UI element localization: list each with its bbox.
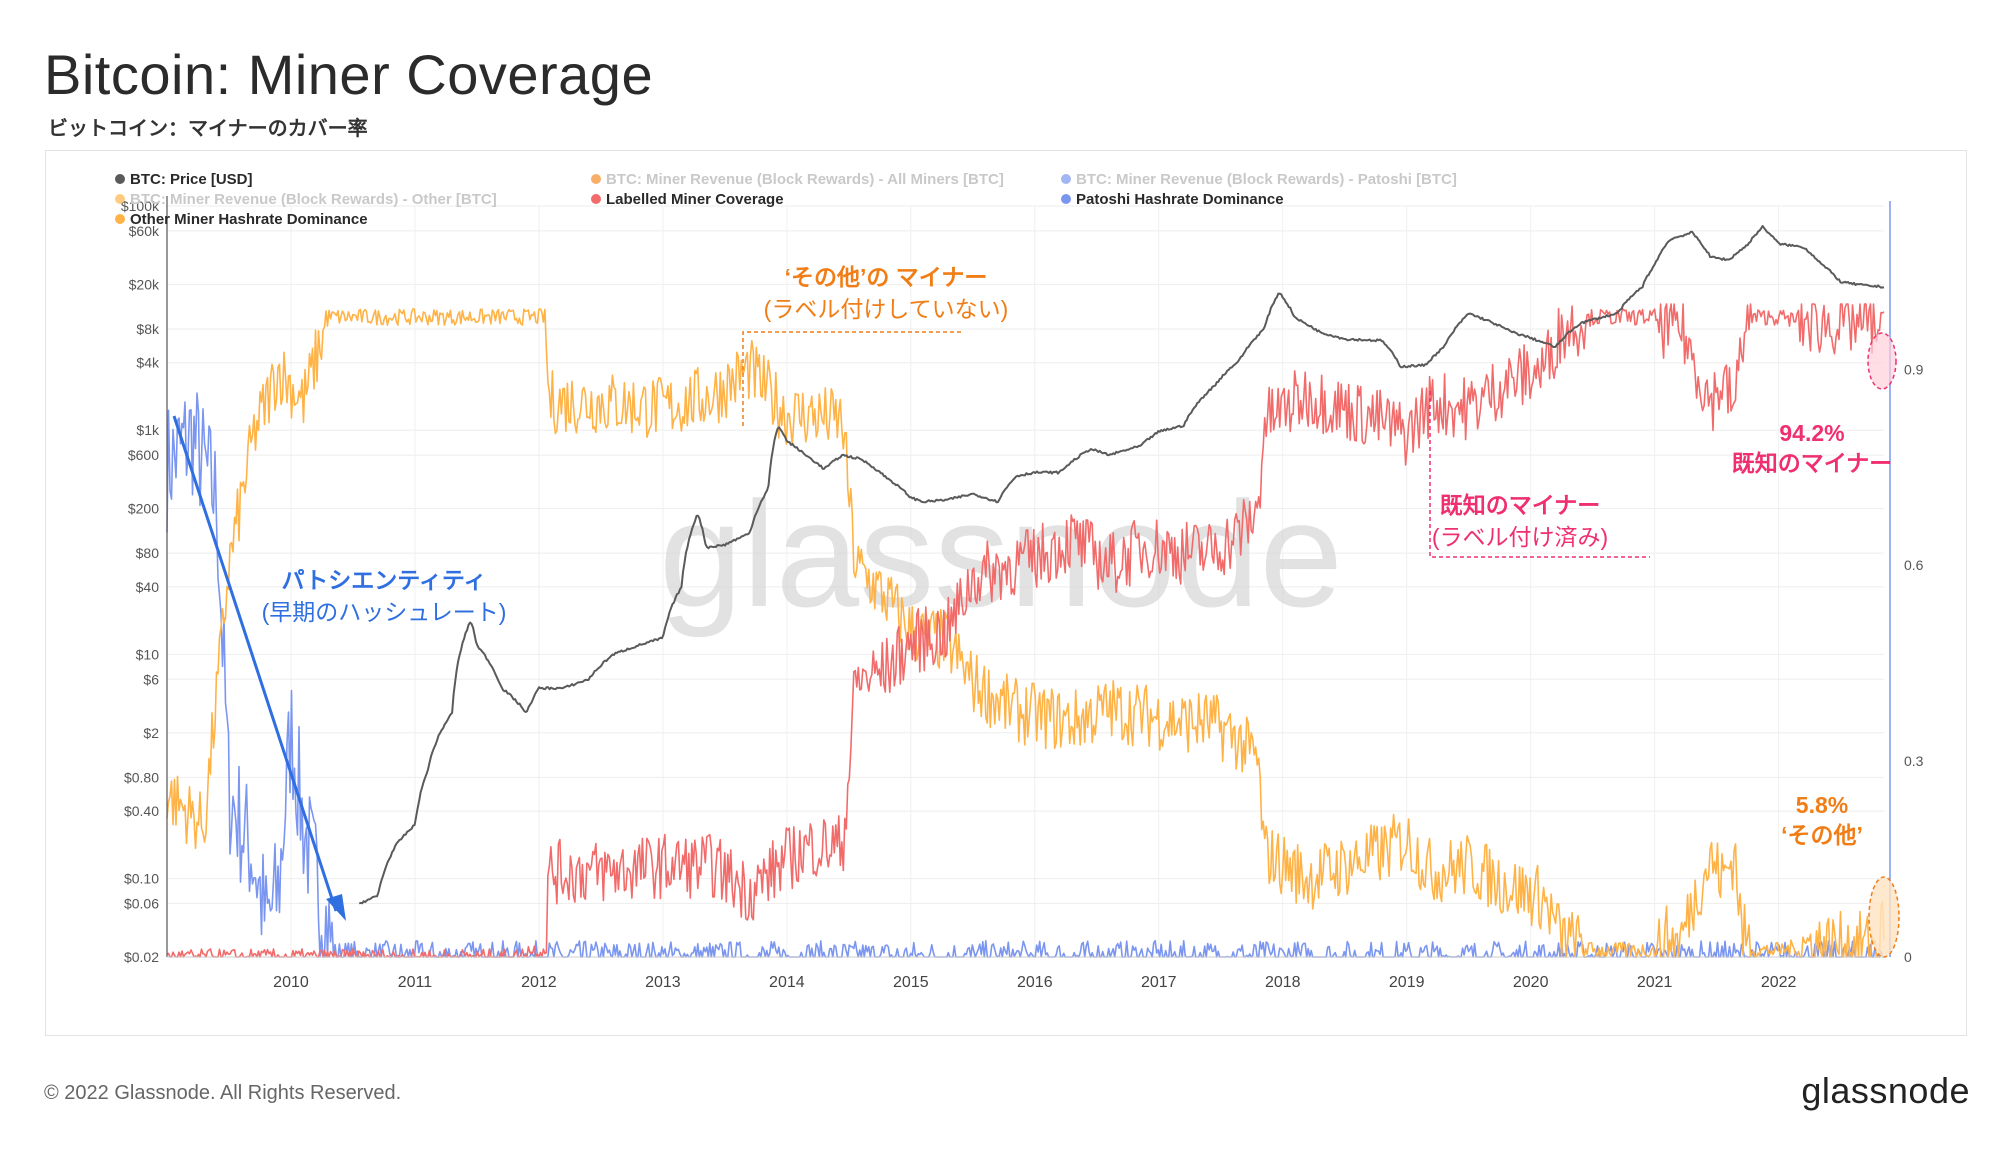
legend-marker — [1061, 174, 1071, 184]
series-other-dominance — [166, 308, 1885, 958]
patoshi-title: パトシエンティティ — [282, 567, 487, 593]
other-percent: 5.8% — [1796, 792, 1848, 818]
legend-marker — [115, 174, 125, 184]
x-tick-label: 2012 — [521, 974, 557, 991]
legend-marker — [1061, 194, 1071, 204]
legend-label: BTC: Price [USD] — [130, 171, 253, 188]
axes-layer: $100k $60k $20k $8k $4k $1k $600 $200 $80 $40 $10 $… — [121, 196, 1924, 991]
x-tick-label: 2017 — [1141, 974, 1177, 991]
known-percent: 94.2% — [1779, 420, 1844, 446]
y-right-tick-label: 0.6 — [1904, 557, 1924, 573]
x-tick-label: 2014 — [769, 974, 805, 991]
legend-label: Other Miner Hashrate Dominance — [130, 211, 368, 228]
x-tick-label: 2021 — [1637, 974, 1673, 991]
series-btc-price — [358, 225, 1885, 905]
annotations-layer: パトシエンティティ (早期のハッシュレート) ‘その他’の マイナー (ラベル付… — [172, 264, 1900, 958]
y-left-tick-label: $1k — [136, 422, 160, 438]
x-tick-label: 2010 — [273, 974, 309, 991]
known-highlight-ellipse — [1867, 332, 1897, 390]
y-left-tick-label: $80 — [136, 545, 160, 561]
known-subtitle: (ラベル付け済み) — [1432, 524, 1608, 550]
page-title: Bitcoin: Miner Coverage — [44, 43, 654, 106]
known-title: 既知のマイナー — [1440, 492, 1601, 518]
legend-label: BTC: Miner Revenue (Block Rewards) - All… — [606, 171, 1004, 188]
y-left-tick-label: $20k — [129, 276, 160, 292]
y-left-tick-label: $0.80 — [124, 769, 159, 785]
y-left-tick-label: $200 — [128, 501, 159, 517]
legend-marker — [115, 214, 125, 224]
x-tick-label: 2022 — [1761, 974, 1797, 991]
x-tick-label: 2020 — [1513, 974, 1549, 991]
legend-label: Labelled Miner Coverage — [606, 191, 784, 208]
y-left-tick-label: $0.06 — [124, 896, 159, 912]
patoshi-arrow-line — [172, 415, 338, 912]
chart-svg[interactable]: glassnode $100k$60k$20k$8k$4k$1k$600$200… — [46, 151, 1966, 1035]
y-left-tick-label: $40 — [136, 579, 160, 595]
y-right-tick-label: 0.3 — [1904, 753, 1924, 769]
y-left-tick-label: $2 — [143, 725, 159, 741]
other-percent-label: ‘その他’ — [1781, 822, 1863, 848]
legend: BTC: Price [USD] BTC: Miner Revenue (Bloc… — [115, 171, 1457, 228]
x-tick-label: 2011 — [398, 974, 433, 991]
y-left-tick-label: $60k — [129, 223, 160, 239]
legend-marker — [591, 194, 601, 204]
legend-label: BTC: Miner Revenue (Block Rewards) - Pat… — [1076, 171, 1457, 188]
x-tick-label: 2016 — [1017, 974, 1053, 991]
patoshi-arrow-head — [326, 894, 346, 921]
series-patoshi-dominance — [166, 392, 1885, 958]
y-left-tick-label: $10 — [136, 646, 160, 662]
x-tick-label: 2015 — [893, 974, 929, 991]
copyright: © 2022 Glassnode. All Rights Reserved. — [44, 1082, 402, 1104]
x-tick-label: 2013 — [645, 974, 681, 991]
patoshi-subtitle: (早期のハッシュレート) — [262, 599, 507, 625]
legend-label: BTC: Miner Revenue (Block Rewards) - Oth… — [130, 191, 497, 208]
y-left-tick-label: $6 — [143, 671, 159, 687]
y-left-tick-label: $600 — [128, 447, 159, 463]
y-right-tick-label: 0.9 — [1904, 361, 1924, 377]
legend-marker — [115, 194, 125, 204]
y-left-tick-label: $0.02 — [124, 949, 159, 965]
page-subtitle: ビットコイン：マイナーのカバー率 — [48, 118, 368, 140]
y-left-tick-label: $4k — [136, 355, 160, 371]
x-tick-label: 2018 — [1265, 974, 1301, 991]
y-left-tick-label: $0.40 — [124, 803, 159, 819]
known-percent-label: 既知のマイナー — [1732, 450, 1893, 476]
footer-logo: glassnode — [1801, 1070, 1970, 1111]
other-subtitle: (ラベル付けしていない) — [764, 296, 1009, 322]
x-tick-label: 2019 — [1389, 974, 1425, 991]
y-left-tick-label: $100k — [121, 198, 160, 214]
chart-panel: glassnode $100k $60k $20k $8k $4k $1k $600 $200… — [45, 150, 1967, 1036]
legend-marker — [591, 174, 601, 184]
y-left-tick-label: $0.10 — [124, 871, 159, 887]
legend-label: Patoshi Hashrate Dominance — [1076, 191, 1284, 208]
other-title: ‘その他’の マイナー — [785, 264, 988, 290]
other-highlight-ellipse — [1868, 876, 1900, 958]
other-leader-line — [742, 331, 963, 426]
y-right-tick-label: 0 — [1904, 949, 1912, 965]
y-left-tick-label: $8k — [136, 321, 160, 337]
